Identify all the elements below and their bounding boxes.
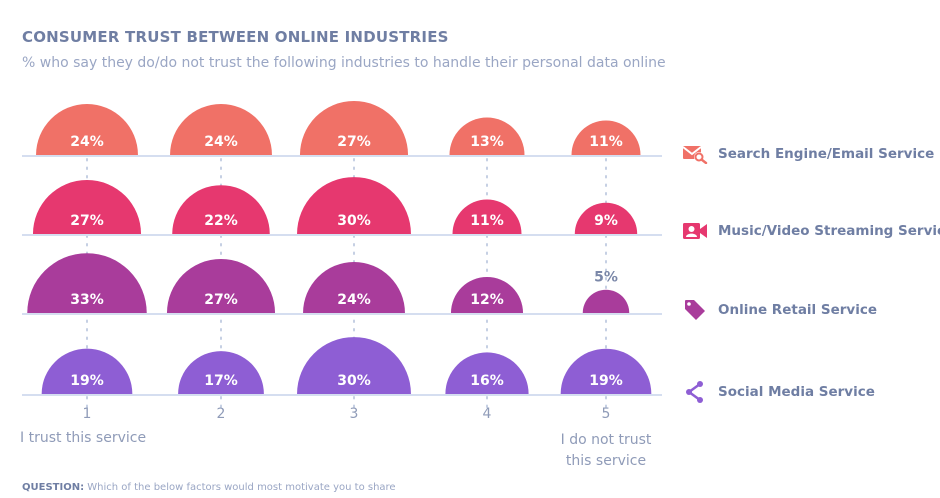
x-tick-label-5: 5: [602, 406, 611, 422]
semicircle-4-1: [41, 348, 133, 394]
semicircle-3-3: [303, 262, 405, 313]
question-text: Which of the below factors would most mo…: [87, 482, 396, 493]
legend-item-1: Search Engine/Email Service: [682, 142, 934, 166]
semicircle-3-2: [166, 258, 276, 313]
value-label-3-1: 33%: [70, 292, 104, 308]
legend-label: Social Media Service: [718, 384, 875, 400]
chart-subtitle: % who say they do/do not trust the follo…: [22, 55, 666, 71]
envelope-search-icon: [682, 143, 708, 165]
semicircle-3-1: [27, 253, 147, 313]
value-label-4-5: 19%: [589, 373, 623, 389]
legend-item-4: Social Media Service: [682, 380, 875, 404]
x-tick-label-1: 1: [83, 406, 92, 422]
value-label-4-2: 17%: [204, 373, 238, 389]
value-label-2-1: 27%: [70, 213, 104, 229]
semicircle-4-2: [178, 351, 264, 394]
legend-label: Online Retail Service: [718, 302, 878, 318]
legend-item-3: Online Retail Service: [682, 298, 877, 322]
legend-label: Music/Video Streaming Service: [718, 223, 940, 239]
semicircle-2-5: [574, 202, 638, 234]
price-tag-icon: [682, 299, 708, 321]
value-label-4-1: 19%: [70, 373, 104, 389]
semicircle-2-4: [452, 199, 522, 234]
value-label-4-3: 30%: [337, 373, 371, 389]
video-camera-icon: [682, 220, 708, 242]
axis-end-label-left: I trust this service: [20, 430, 147, 446]
semicircle-1-5: [571, 120, 641, 155]
x-tick-label-2: 2: [217, 406, 226, 422]
semicircle-3-5: [582, 289, 630, 313]
x-tick-label-3: 3: [350, 406, 359, 422]
semicircle-4-3: [297, 337, 411, 394]
semicircle-1-2: [170, 104, 272, 155]
value-label-3-4: 12%: [470, 292, 504, 308]
x-tick-label-4: 4: [483, 406, 492, 422]
value-label-3-2: 27%: [204, 292, 238, 308]
semicircle-2-2: [172, 185, 270, 234]
semicircle-1-4: [449, 117, 525, 155]
legend-item-2: Music/Video Streaming Service: [682, 219, 940, 243]
legend-label: Search Engine/Email Service: [718, 146, 935, 162]
value-label-1-2: 24%: [204, 134, 238, 150]
value-label-1-1: 24%: [70, 134, 104, 150]
semicircle-4-4: [445, 352, 529, 394]
value-label-4-4: 16%: [470, 373, 504, 389]
semicircle-2-3: [297, 177, 411, 234]
value-label-1-3: 27%: [337, 134, 371, 150]
semicircle-4-5: [560, 348, 652, 394]
value-label-3-3: 24%: [337, 292, 371, 308]
question-footer: QUESTION: Which of the below factors wou…: [22, 482, 396, 493]
value-label-2-4: 11%: [470, 213, 504, 229]
semicircle-3-4: [450, 276, 524, 313]
value-label-1-5: 11%: [589, 134, 623, 150]
value-label-1-4: 13%: [470, 134, 504, 150]
semicircle-1-3: [299, 100, 409, 155]
axis-end-label-right: I do not trust this service: [560, 432, 652, 469]
value-label-2-5: 9%: [594, 213, 618, 229]
question-label: QUESTION:: [22, 482, 85, 493]
value-label-3-5: 5%: [594, 270, 618, 286]
value-label-2-2: 22%: [204, 213, 238, 229]
semicircle-2-1: [32, 179, 142, 234]
value-label-2-3: 30%: [337, 213, 371, 229]
share-icon: [682, 381, 708, 403]
semicircle-1-1: [36, 104, 138, 155]
chart-title: CONSUMER TRUST BETWEEN ONLINE INDUSTRIES: [22, 28, 449, 46]
